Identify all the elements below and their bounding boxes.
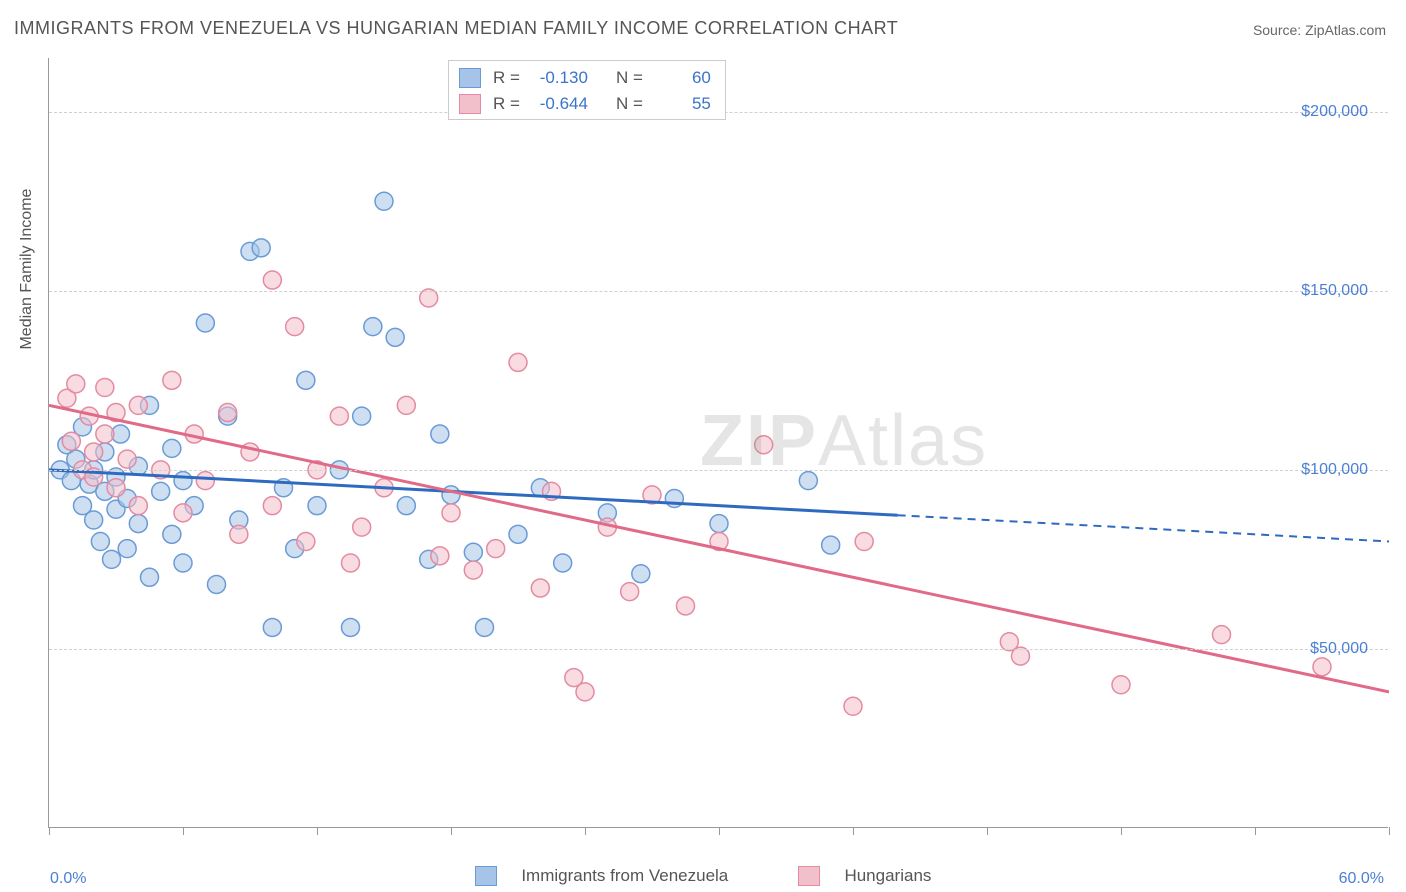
r-value-0: -0.130 [528, 65, 588, 91]
legend-swatch-0 [459, 68, 481, 88]
legend-bottom-swatch-0 [475, 866, 497, 886]
legend-stats-row-0: R = -0.130 N = 60 [459, 65, 711, 91]
legend-bottom-swatch-1 [798, 866, 820, 886]
n-label: N = [616, 65, 643, 91]
y-tick-label: $100,000 [1301, 461, 1368, 479]
r-value-1: -0.644 [528, 91, 588, 117]
r-label: R = [493, 91, 520, 117]
y-tick-label: $200,000 [1301, 103, 1368, 121]
n-value-1: 55 [651, 91, 711, 117]
legend-bottom-label-0: Immigrants from Venezuela [521, 866, 728, 885]
legend-stats-row-1: R = -0.644 N = 55 [459, 91, 711, 117]
legend-bottom: Immigrants from Venezuela Hungarians [0, 865, 1406, 886]
legend-stats-box: R = -0.130 N = 60 R = -0.644 N = 55 [448, 60, 726, 120]
legend-swatch-1 [459, 94, 481, 114]
chart-svg [49, 58, 1389, 828]
legend-bottom-label-1: Hungarians [844, 866, 931, 885]
y-axis-title: Median Family Income [18, 189, 36, 350]
y-tick-label: $50,000 [1310, 640, 1368, 658]
n-label: N = [616, 91, 643, 117]
chart-title: IMMIGRANTS FROM VENEZUELA VS HUNGARIAN M… [14, 18, 898, 39]
n-value-0: 60 [651, 65, 711, 91]
chart-plot-area: $50,000 $100,000 $150,000 $200,000 [48, 58, 1388, 828]
source-attribution: Source: ZipAtlas.com [1253, 22, 1386, 38]
r-label: R = [493, 65, 520, 91]
y-tick-label: $150,000 [1301, 282, 1368, 300]
